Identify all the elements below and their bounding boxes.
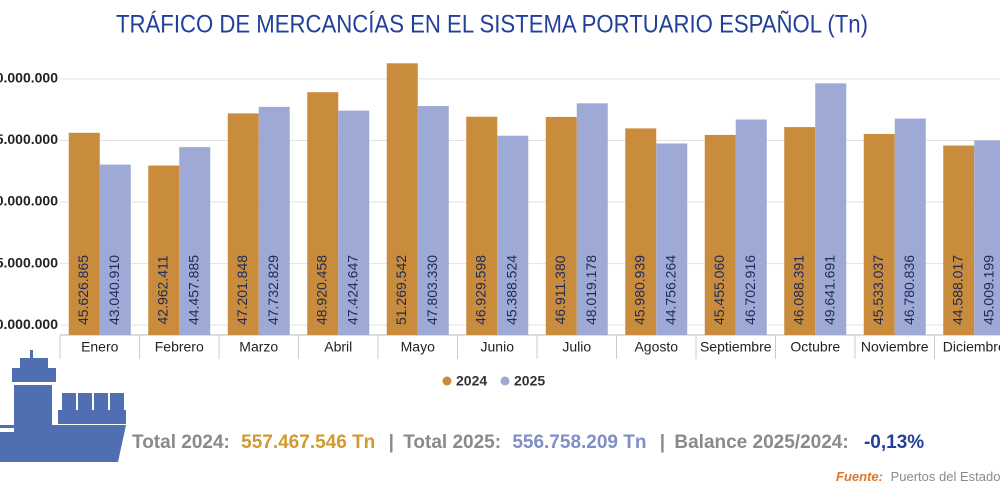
value-label: 45.533.037 — [870, 255, 886, 325]
value-label: 43.040.910 — [106, 255, 122, 325]
bar — [863, 133, 895, 335]
value-label: 45.980.939 — [631, 255, 647, 325]
value-label: 45.626.865 — [75, 255, 91, 325]
bar — [227, 113, 259, 335]
bar — [735, 119, 767, 336]
x-tick-label: Julio — [562, 339, 591, 355]
value-label: 46.702.916 — [742, 255, 758, 325]
total-2025-label: Total 2025: — [403, 432, 501, 453]
y-tick-label: 50.000.000 — [0, 70, 58, 86]
bar — [148, 165, 180, 335]
bar — [704, 134, 736, 335]
bar — [99, 164, 131, 335]
x-tick-label: Mayo — [401, 339, 435, 355]
bar — [625, 128, 657, 335]
bar — [68, 132, 100, 335]
value-label: 47.424.647 — [344, 255, 360, 325]
total-2024: 557.467.546 Tn — [241, 432, 375, 453]
x-tick-label: Febrero — [155, 339, 204, 355]
value-label: 48.920.458 — [313, 255, 329, 325]
y-tick-label: 45.000.000 — [0, 131, 58, 147]
value-label: 44.457.885 — [185, 255, 201, 325]
bar — [943, 145, 975, 335]
ship-icon — [0, 350, 126, 462]
x-tick-label: Noviembre — [861, 339, 929, 355]
x-tick-label: Septiembre — [700, 339, 772, 355]
bar — [656, 143, 688, 335]
bar — [545, 116, 577, 335]
chart-title: TRÁFICO DE MERCANCÍAS EN EL SISTEMA PORT… — [116, 10, 868, 39]
bar — [258, 106, 290, 335]
total-2024-label: Total 2024: — [132, 432, 230, 453]
summary-line: Total 2024: 557.467.546 Tn | Total 2025:… — [132, 432, 924, 453]
value-label: 46.088.391 — [790, 255, 806, 325]
bar — [974, 140, 1000, 335]
legend-marker — [442, 376, 452, 386]
value-label: 45.388.524 — [503, 255, 519, 325]
y-tick-label: 30.000.000 — [0, 316, 58, 332]
value-label: 42.962.411 — [154, 255, 170, 324]
y-tick-label: 40.000.000 — [0, 193, 58, 209]
value-label: 51.269.542 — [393, 255, 409, 325]
value-label: 47.803.330 — [424, 255, 440, 325]
balance-label: Balance 2025/2024: — [674, 432, 848, 453]
bar — [179, 147, 211, 335]
x-tick-label: Abril — [324, 339, 352, 355]
y-tick-label: 35.000.000 — [0, 254, 58, 270]
source-line: Fuente: Puertos del Estado — [836, 469, 1000, 484]
x-tick-label: Junio — [481, 339, 515, 355]
value-label: 46.911.380 — [552, 255, 568, 324]
legend-label: 2024 — [456, 373, 487, 389]
x-tick-label: Octubre — [790, 339, 840, 355]
x-tick-label: Agosto — [634, 339, 678, 355]
total-2025: 556.758.209 Tn — [512, 432, 646, 453]
source-label: Fuente: — [836, 469, 883, 484]
separator: | — [389, 432, 394, 453]
x-tick-label: Enero — [81, 339, 119, 355]
value-label: 48.019.178 — [583, 255, 599, 325]
bar — [576, 103, 608, 336]
source: Puertos del Estado — [891, 469, 1000, 484]
x-tick-label: Diciembre — [943, 339, 1000, 355]
bar — [784, 127, 816, 336]
value-label: 45.455.060 — [711, 255, 727, 325]
bar — [497, 135, 529, 335]
bar — [307, 92, 339, 335]
legend-marker — [500, 376, 510, 386]
value-label: 47.201.848 — [234, 255, 250, 325]
bar — [466, 116, 498, 335]
value-label: 45.009.199 — [980, 255, 996, 325]
bar — [894, 118, 926, 335]
value-label: 44.756.264 — [662, 255, 678, 325]
bar — [815, 83, 847, 335]
legend-label: 2025 — [514, 373, 545, 389]
bar — [338, 110, 370, 335]
value-label: 44.588.017 — [949, 255, 965, 325]
value-label: 47.732.829 — [265, 255, 281, 325]
separator: | — [660, 432, 665, 453]
balance: -0,13% — [864, 432, 924, 453]
x-tick-label: Marzo — [239, 339, 278, 355]
bar — [386, 63, 418, 336]
bar — [417, 105, 449, 335]
value-label: 46.780.836 — [901, 255, 917, 325]
value-label: 46.929.598 — [472, 255, 488, 325]
value-label: 49.641.691 — [821, 255, 837, 325]
